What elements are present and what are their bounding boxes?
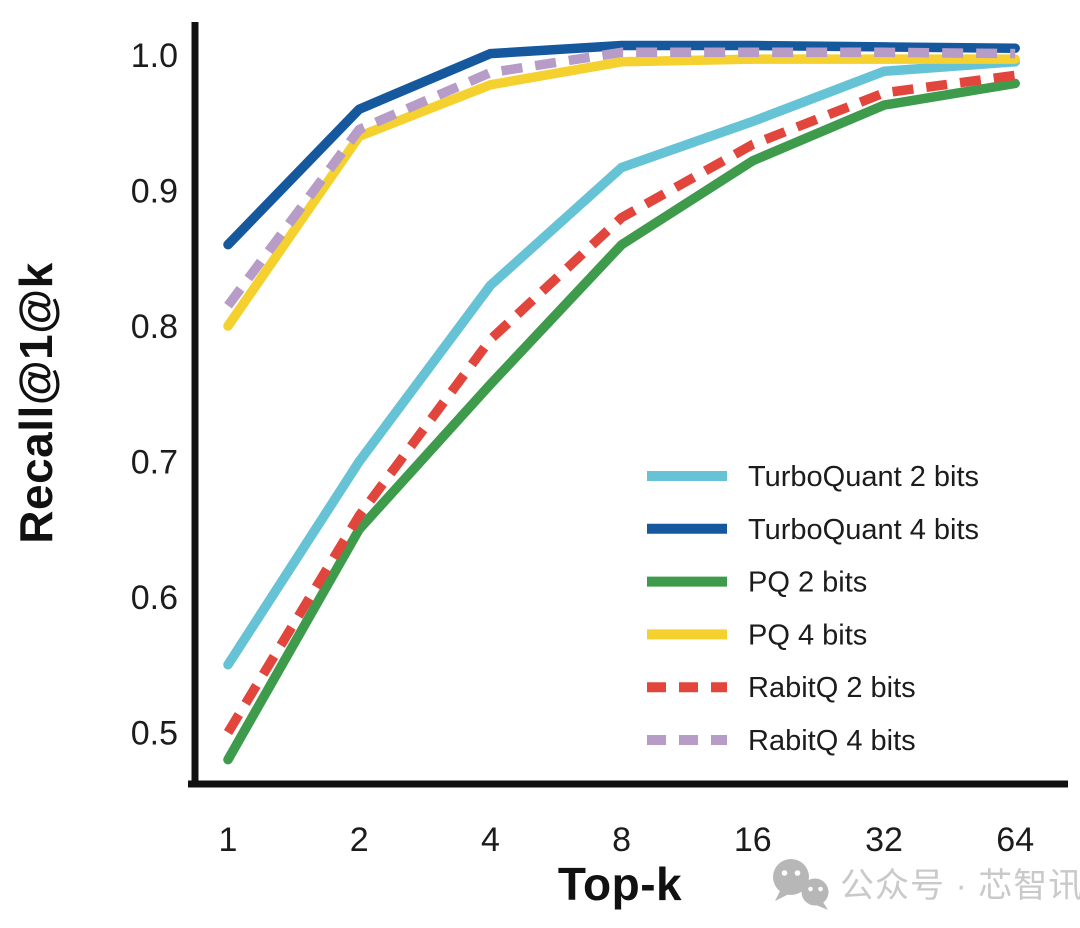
y-tick-label: 0.7 <box>131 444 178 482</box>
x-tick-label: 1 <box>219 821 238 859</box>
y-axis-title: Recall@1@k <box>10 262 62 543</box>
legend-label: RabitQ 4 bits <box>748 725 916 757</box>
y-tick-label: 0.5 <box>131 715 178 753</box>
legend-label: TurboQuant 4 bits <box>748 514 979 546</box>
x-tick-label: 8 <box>612 821 631 859</box>
y-tick-label: 0.9 <box>131 173 178 211</box>
series-line-rabitq-4-bits <box>224 47 1016 309</box>
x-tick-label: 32 <box>865 821 903 859</box>
series-line-turboquant-4-bits <box>223 40 1020 250</box>
watermark: 公众号 · 芯智讯 <box>773 859 1080 910</box>
x-tick-label: 2 <box>350 821 369 859</box>
legend-item-turboquant-4-bits: TurboQuant 4 bits <box>647 514 979 546</box>
legend-item-rabitq-4-bits: RabitQ 4 bits <box>647 725 916 757</box>
y-tick-label: 1.0 <box>131 37 178 75</box>
plot-area: 1.0 0.9 0.8 0.7 0.6 0.5 1 2 4 8 16 32 64 TurboQuant 2… <box>131 22 1068 859</box>
series-line-rabitq-2-bits <box>223 70 1016 735</box>
x-axis-title: Top-k <box>558 858 682 910</box>
x-tick-label: 64 <box>996 821 1034 859</box>
legend-label: TurboQuant 2 bits <box>748 461 979 493</box>
y-tick-label: 0.8 <box>131 308 178 346</box>
legend: TurboQuant 2 bits TurboQuant 4 bits PQ 2 b… <box>647 461 979 757</box>
watermark-text: 公众号 · 芯智讯 <box>840 867 1080 905</box>
series-line-pq-2-bits <box>223 78 1020 765</box>
legend-label: RabitQ 2 bits <box>748 672 916 704</box>
x-tick-label: 16 <box>734 821 772 859</box>
legend-item-turboquant-2-bits: TurboQuant 2 bits <box>647 461 979 493</box>
legend-label: PQ 2 bits <box>748 567 867 599</box>
legend-item-pq-4-bits: PQ 4 bits <box>647 619 867 651</box>
legend-label: PQ 4 bits <box>748 619 867 651</box>
legend-item-pq-2-bits: PQ 2 bits <box>647 567 867 599</box>
wechat-icon <box>773 859 829 910</box>
x-tick-label: 4 <box>481 821 500 859</box>
series-line-turboquant-2-bits <box>223 57 1020 670</box>
y-tick-label: 0.6 <box>131 579 178 617</box>
legend-item-rabitq-2-bits: RabitQ 2 bits <box>647 672 916 704</box>
